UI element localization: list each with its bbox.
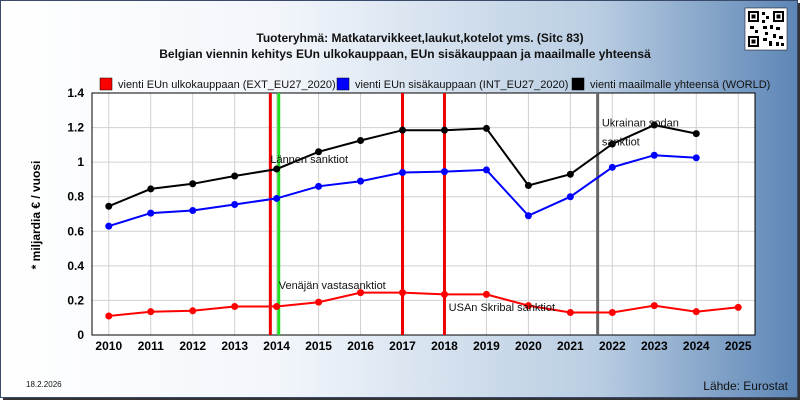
data-point <box>692 308 700 316</box>
x-tick-label: 2017 <box>389 339 416 353</box>
data-point <box>399 169 407 177</box>
data-point <box>692 154 700 162</box>
date-stamp: 18.2.2026 <box>26 380 62 389</box>
data-point <box>482 290 490 298</box>
data-point <box>357 289 365 297</box>
y-axis-label: * miljardia € / vuosi <box>29 161 43 270</box>
data-point <box>524 212 532 220</box>
x-tick-label: 2011 <box>138 339 164 353</box>
legend-label: vienti EUn sisäkauppaan (INT_EU27_2020) <box>355 79 568 91</box>
data-point <box>608 309 616 317</box>
legend-swatch <box>99 77 113 91</box>
data-point <box>189 307 197 315</box>
legend-swatch <box>571 77 585 91</box>
legend-label: vienti maailmalle yhteensä (WORLD) <box>590 79 770 91</box>
data-point <box>524 181 532 189</box>
x-tick-label: 2018 <box>431 339 458 353</box>
legend: vienti EUn ulkokauppaan (EXT_EU27_2020) v… <box>99 77 770 91</box>
data-point <box>105 202 113 210</box>
legend-swatch <box>336 77 350 91</box>
annotation: Venäjän vastasanktiot <box>279 280 386 292</box>
data-point <box>482 124 490 132</box>
data-point <box>650 151 658 159</box>
data-point <box>147 185 155 193</box>
y-tick-label: 0.2 <box>67 293 84 307</box>
y-tick-label: 1 <box>77 155 84 169</box>
x-tick-label: 2016 <box>347 339 374 353</box>
data-point <box>315 298 323 306</box>
plot-border <box>91 92 756 336</box>
annotation: Lännen sanktiot <box>270 154 348 166</box>
data-point <box>650 302 658 310</box>
x-tick-label: 2020 <box>515 339 542 353</box>
x-tick-label: 2025 <box>725 339 752 353</box>
y-tick-label: 1.4 <box>67 86 84 100</box>
data-point <box>608 163 616 171</box>
annotation: USAn Skribal sanktiot <box>449 302 555 314</box>
y-tick-label: 0.8 <box>67 190 84 204</box>
x-tick-label: 2023 <box>641 339 668 353</box>
y-tick-label: 1.2 <box>67 121 84 135</box>
data-point <box>231 200 239 208</box>
data-point <box>734 303 742 311</box>
data-point <box>399 126 407 134</box>
data-point <box>357 137 365 145</box>
x-tick-label: 2014 <box>263 339 290 353</box>
x-tick-label: 2019 <box>473 339 500 353</box>
x-tick-label: 2010 <box>95 339 122 353</box>
data-point <box>273 302 281 310</box>
y-tick-label: 0.6 <box>67 224 84 238</box>
annotation: Ukrainan sodan <box>602 118 679 130</box>
data-point <box>566 170 574 178</box>
data-point <box>440 126 448 134</box>
data-point <box>105 312 113 320</box>
y-tick-label: 0.4 <box>67 259 84 273</box>
data-point <box>315 182 323 190</box>
data-point <box>231 302 239 310</box>
source-label: Lähde: Eurostat <box>703 379 788 393</box>
data-point <box>315 148 323 156</box>
x-tick-label: 2022 <box>599 339 626 353</box>
data-point <box>566 309 574 317</box>
data-point <box>566 193 574 201</box>
x-tick-label: 2012 <box>179 339 206 353</box>
annotation: sanktiot <box>602 137 640 149</box>
data-point <box>273 165 281 173</box>
data-point <box>189 207 197 215</box>
data-point <box>147 209 155 217</box>
data-point <box>650 121 658 129</box>
legend-label: vienti EUn ulkokauppaan (EXT_EU27_2020) <box>118 79 336 91</box>
data-point <box>147 308 155 316</box>
data-point <box>105 222 113 230</box>
x-tick-label: 2013 <box>221 339 248 353</box>
data-point <box>357 177 365 185</box>
data-point <box>692 130 700 138</box>
data-point <box>440 290 448 298</box>
series-line <box>108 291 739 317</box>
chart-title: Tuoteryhmä: Matkatarvikkeet,laukut,kotel… <box>256 31 583 45</box>
data-point <box>608 140 616 148</box>
data-point <box>482 166 490 174</box>
x-tick-label: 2015 <box>305 339 332 353</box>
x-tick-label: 2024 <box>683 339 710 353</box>
x-tick-label: 2021 <box>557 339 584 353</box>
data-point <box>524 302 532 310</box>
qr-code <box>744 7 788 51</box>
y-tick-label: 0 <box>77 328 84 342</box>
data-point <box>399 289 407 297</box>
data-point <box>273 194 281 202</box>
data-point <box>189 180 197 188</box>
data-point <box>231 172 239 180</box>
plot-background <box>91 92 756 336</box>
chart-subtitle: Belgian viennin kehitys EUn ulkokauppaan… <box>159 47 651 61</box>
data-point <box>440 168 448 176</box>
plot-area: 0 0.2 0.4 0.6 0.8 1 1.2 1.4 2010 2011 2012 2013 2014… <box>67 86 756 353</box>
